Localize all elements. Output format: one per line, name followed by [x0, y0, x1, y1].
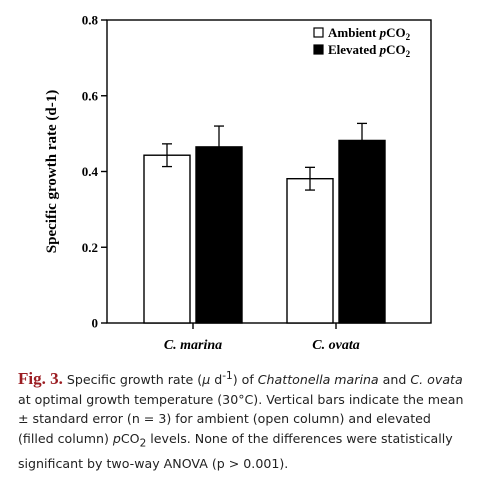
figure-caption: Fig. 3. Specific growth rate (μ d-1) of …	[18, 367, 464, 473]
caption-species-1: Chattonella marina	[257, 372, 379, 388]
bar	[338, 139, 386, 324]
bar	[286, 177, 334, 324]
bar	[195, 146, 243, 324]
caption-superscript: -1	[222, 370, 233, 382]
x-category-label: C. ovata	[312, 338, 359, 353]
legend-entry: Ambient pCO2	[328, 25, 411, 42]
bar	[143, 154, 191, 324]
y-tick-label: 0.4	[82, 164, 99, 179]
caption-p-italic: p	[112, 430, 121, 446]
caption-text-6: CO	[120, 430, 140, 446]
caption-text-7: levels. None of the differences were sta…	[18, 430, 453, 471]
chart-svg: 0 0.2 0.4 0.6 0.8 Specific growth rate (d-1) C…	[44, 13, 432, 353]
caption-species-2: C. ovata	[410, 372, 463, 388]
caption-text-5: at optimal growth temperature (30°C). Ve…	[18, 391, 464, 446]
caption-text-1: Specific growth rate (	[62, 372, 203, 388]
y-tick-label: 0.8	[82, 13, 99, 28]
caption-subscript: 2	[139, 437, 147, 450]
x-category-label: C. marina	[164, 338, 222, 353]
legend-swatch	[313, 44, 324, 55]
legend-entry: Elevated pCO2	[328, 42, 411, 59]
figure-label: Fig. 3.	[18, 369, 63, 389]
y-tick-label: 0.6	[82, 88, 99, 103]
caption-mu-symbol: μ	[202, 372, 211, 388]
y-axis-label: Specific growth rate (d-1)	[44, 90, 60, 253]
legend-swatch	[313, 27, 324, 38]
y-tick-label: 0.2	[82, 240, 98, 255]
caption-text-3: ) of	[232, 372, 258, 388]
y-tick-label: 0	[92, 316, 99, 331]
caption-text-2: d	[210, 372, 223, 388]
caption-text-4: and	[378, 372, 411, 388]
growth-rate-chart: 0 0.2 0.4 0.6 0.8 Specific growth rate (d-1) C…	[44, 13, 432, 353]
